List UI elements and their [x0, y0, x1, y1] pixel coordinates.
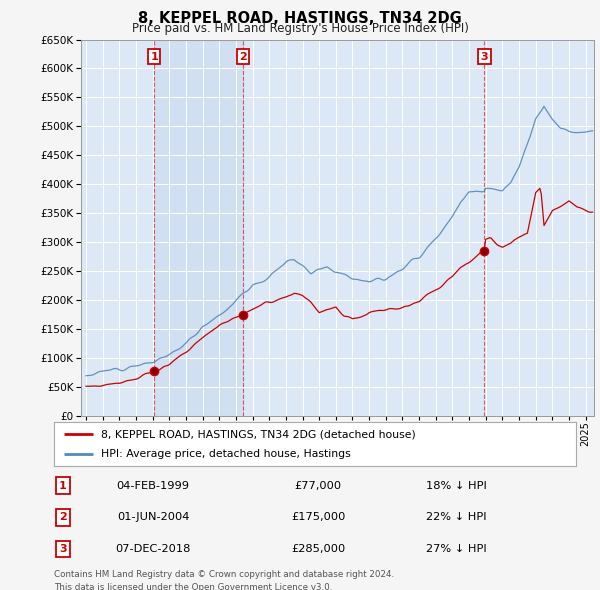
- Text: £77,000: £77,000: [295, 481, 341, 490]
- Text: 22% ↓ HPI: 22% ↓ HPI: [425, 513, 487, 522]
- Text: Contains HM Land Registry data © Crown copyright and database right 2024.: Contains HM Land Registry data © Crown c…: [54, 570, 394, 579]
- Text: £175,000: £175,000: [291, 513, 345, 522]
- Text: 1: 1: [59, 481, 67, 490]
- Text: 2: 2: [239, 52, 247, 62]
- Text: £285,000: £285,000: [291, 545, 345, 554]
- Text: Price paid vs. HM Land Registry's House Price Index (HPI): Price paid vs. HM Land Registry's House …: [131, 22, 469, 35]
- Text: 1: 1: [150, 52, 158, 62]
- Text: 18% ↓ HPI: 18% ↓ HPI: [425, 481, 487, 490]
- Text: 8, KEPPEL ROAD, HASTINGS, TN34 2DG: 8, KEPPEL ROAD, HASTINGS, TN34 2DG: [138, 11, 462, 25]
- Text: 04-FEB-1999: 04-FEB-1999: [116, 481, 190, 490]
- Text: 27% ↓ HPI: 27% ↓ HPI: [425, 545, 487, 554]
- Text: 01-JUN-2004: 01-JUN-2004: [117, 513, 189, 522]
- Text: 2: 2: [59, 513, 67, 522]
- Bar: [154, 40, 243, 416]
- Text: 07-DEC-2018: 07-DEC-2018: [115, 545, 191, 554]
- Text: This data is licensed under the Open Government Licence v3.0.: This data is licensed under the Open Gov…: [54, 583, 332, 590]
- Text: 8, KEPPEL ROAD, HASTINGS, TN34 2DG (detached house): 8, KEPPEL ROAD, HASTINGS, TN34 2DG (deta…: [101, 430, 416, 439]
- Text: HPI: Average price, detached house, Hastings: HPI: Average price, detached house, Hast…: [101, 449, 351, 459]
- Text: 3: 3: [481, 52, 488, 62]
- Text: 3: 3: [59, 545, 67, 554]
